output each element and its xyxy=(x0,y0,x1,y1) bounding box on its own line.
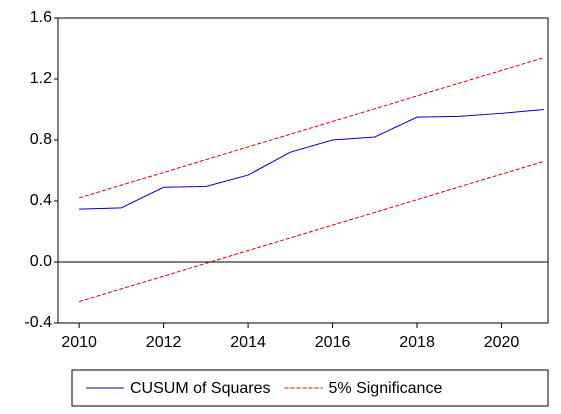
series-line xyxy=(78,57,544,199)
x-tick-label: 2018 xyxy=(399,334,435,351)
y-tick-label: 1.6 xyxy=(30,9,52,26)
series-line xyxy=(79,109,544,210)
y-tick-label: -0.4 xyxy=(24,314,52,331)
x-tick-label: 2020 xyxy=(484,334,520,351)
x-tick-label: 2016 xyxy=(315,334,351,351)
y-tick-label: 0.0 xyxy=(30,253,52,270)
x-tick-label: 2014 xyxy=(230,334,266,351)
legend-label: 5% Significance xyxy=(329,380,443,397)
series-line xyxy=(78,160,544,303)
x-tick-label: 2012 xyxy=(146,334,182,351)
legend-label: CUSUM of Squares xyxy=(130,380,271,397)
y-tick-label: 1.2 xyxy=(30,70,52,87)
y-tick-label: 0.4 xyxy=(30,192,52,209)
plot-frame xyxy=(57,17,549,324)
y-tick-label: 0.8 xyxy=(30,131,52,148)
x-tick-label: 2010 xyxy=(61,334,97,351)
